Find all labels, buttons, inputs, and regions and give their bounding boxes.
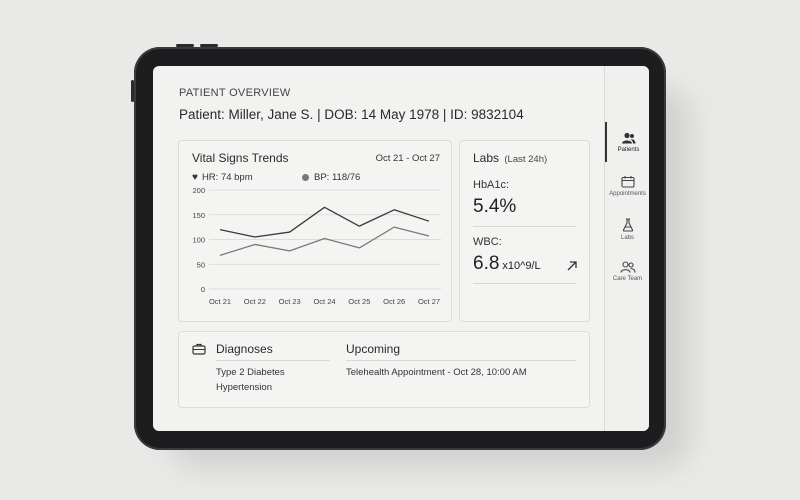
side-navigation: Patients Appointments Labs (604, 66, 649, 431)
legend-bp-label: BP: 118/76 (314, 172, 361, 183)
y-tick-label: 150 (192, 211, 205, 220)
legend-hr-label: HR: 74 bpm (201, 172, 253, 183)
x-tick-label: Oct 26 (383, 297, 405, 306)
side-button (131, 80, 134, 102)
upcoming-title: Upcoming (346, 342, 401, 356)
nav-item-appointments[interactable]: Appointments (605, 166, 649, 206)
labs-divider-bottom (473, 283, 576, 284)
y-tick-label: 50 (197, 260, 205, 269)
nav-label: Labs (620, 234, 634, 241)
power-button (200, 44, 218, 47)
x-tick-label: Oct 23 (279, 297, 301, 306)
nav-item-care-team[interactable]: Care Team (605, 251, 649, 291)
x-tick-label: Oct 21 (209, 297, 231, 306)
nav-label: Patients (617, 146, 640, 153)
vital-signs-chart: 200 150 100 50 0 Oct 21 Oct 22 Oct 23 Oct 24 Oct … (192, 186, 441, 306)
y-tick-label: 0 (201, 285, 205, 294)
hba1c-value: 5.4% (473, 196, 517, 217)
upcoming-divider (346, 360, 576, 361)
patients-icon (622, 132, 636, 143)
labs-subtitle: (Last 24h) (504, 154, 548, 165)
heart-icon: ♥ (192, 172, 198, 183)
trend-up-arrow-icon[interactable] (566, 260, 578, 272)
diagnoses-divider (216, 360, 330, 361)
labs-title-text: Labs (473, 151, 500, 165)
calendar-icon (620, 176, 635, 188)
nav-label: Care Team (612, 275, 643, 282)
upcoming-appointment[interactable]: Telehealth Appointment - Oct 28, 10:00 A… (346, 367, 527, 378)
labs-title: Labs (Last 24h) (473, 151, 547, 165)
main-content: PATIENT OVERVIEW Patient: Miller, Jane S… (153, 66, 604, 431)
y-tick-label: 100 (192, 236, 205, 245)
legend-bp: BP: 118/76 (302, 172, 360, 183)
nav-item-labs[interactable]: Labs (605, 209, 649, 249)
labs-card[interactable]: Labs (Last 24h) HbA1c: 5.4% WBC: 6.8 x10^… (459, 140, 590, 322)
wbc-unit: x10^9/L (502, 260, 541, 272)
diagnosis-item: Type 2 Diabetes (216, 367, 285, 378)
labs-divider (473, 226, 576, 227)
bp-dot-icon (302, 174, 309, 181)
wbc-label: WBC: (473, 236, 502, 248)
patient-header: Patient: Miller, Jane S. | DOB: 14 May 1… (179, 107, 524, 122)
x-tick-label: Oct 27 (418, 297, 440, 306)
x-tick-label: Oct 24 (313, 297, 335, 306)
vital-signs-card[interactable]: Vital Signs Trends Oct 21 - Oct 27 ♥ HR:… (178, 140, 452, 322)
diagnoses-upcoming-card[interactable]: Diagnoses Type 2 Diabetes Hypertension U… (178, 331, 590, 408)
tablet-screen: PATIENT OVERVIEW Patient: Miller, Jane S… (153, 66, 649, 431)
y-tick-label: 200 (192, 186, 205, 195)
nav-label: Appointments (609, 191, 646, 197)
flask-icon (622, 217, 633, 232)
hr-series-line (219, 206, 430, 238)
vital-signs-title: Vital Signs Trends (192, 151, 289, 165)
care-team-icon (619, 260, 636, 273)
x-tick-label: Oct 22 (244, 297, 266, 306)
briefcase-icon (192, 343, 206, 355)
wbc-value: 6.8 x10^9/L (473, 253, 541, 275)
bp-series-line (219, 226, 430, 256)
diagnoses-title: Diagnoses (216, 342, 273, 356)
volume-button (176, 44, 194, 47)
hba1c-label: HbA1c: (473, 179, 510, 191)
legend-hr: ♥ HR: 74 bpm (192, 172, 253, 183)
wbc-number: 6.8 (473, 253, 500, 274)
nav-item-patients[interactable]: Patients (605, 122, 649, 162)
x-tick-label: Oct 25 (348, 297, 370, 306)
page-overline: PATIENT OVERVIEW (179, 87, 291, 99)
diagnosis-item: Hypertension (216, 382, 272, 393)
vital-date-range[interactable]: Oct 21 - Oct 27 (375, 153, 440, 164)
